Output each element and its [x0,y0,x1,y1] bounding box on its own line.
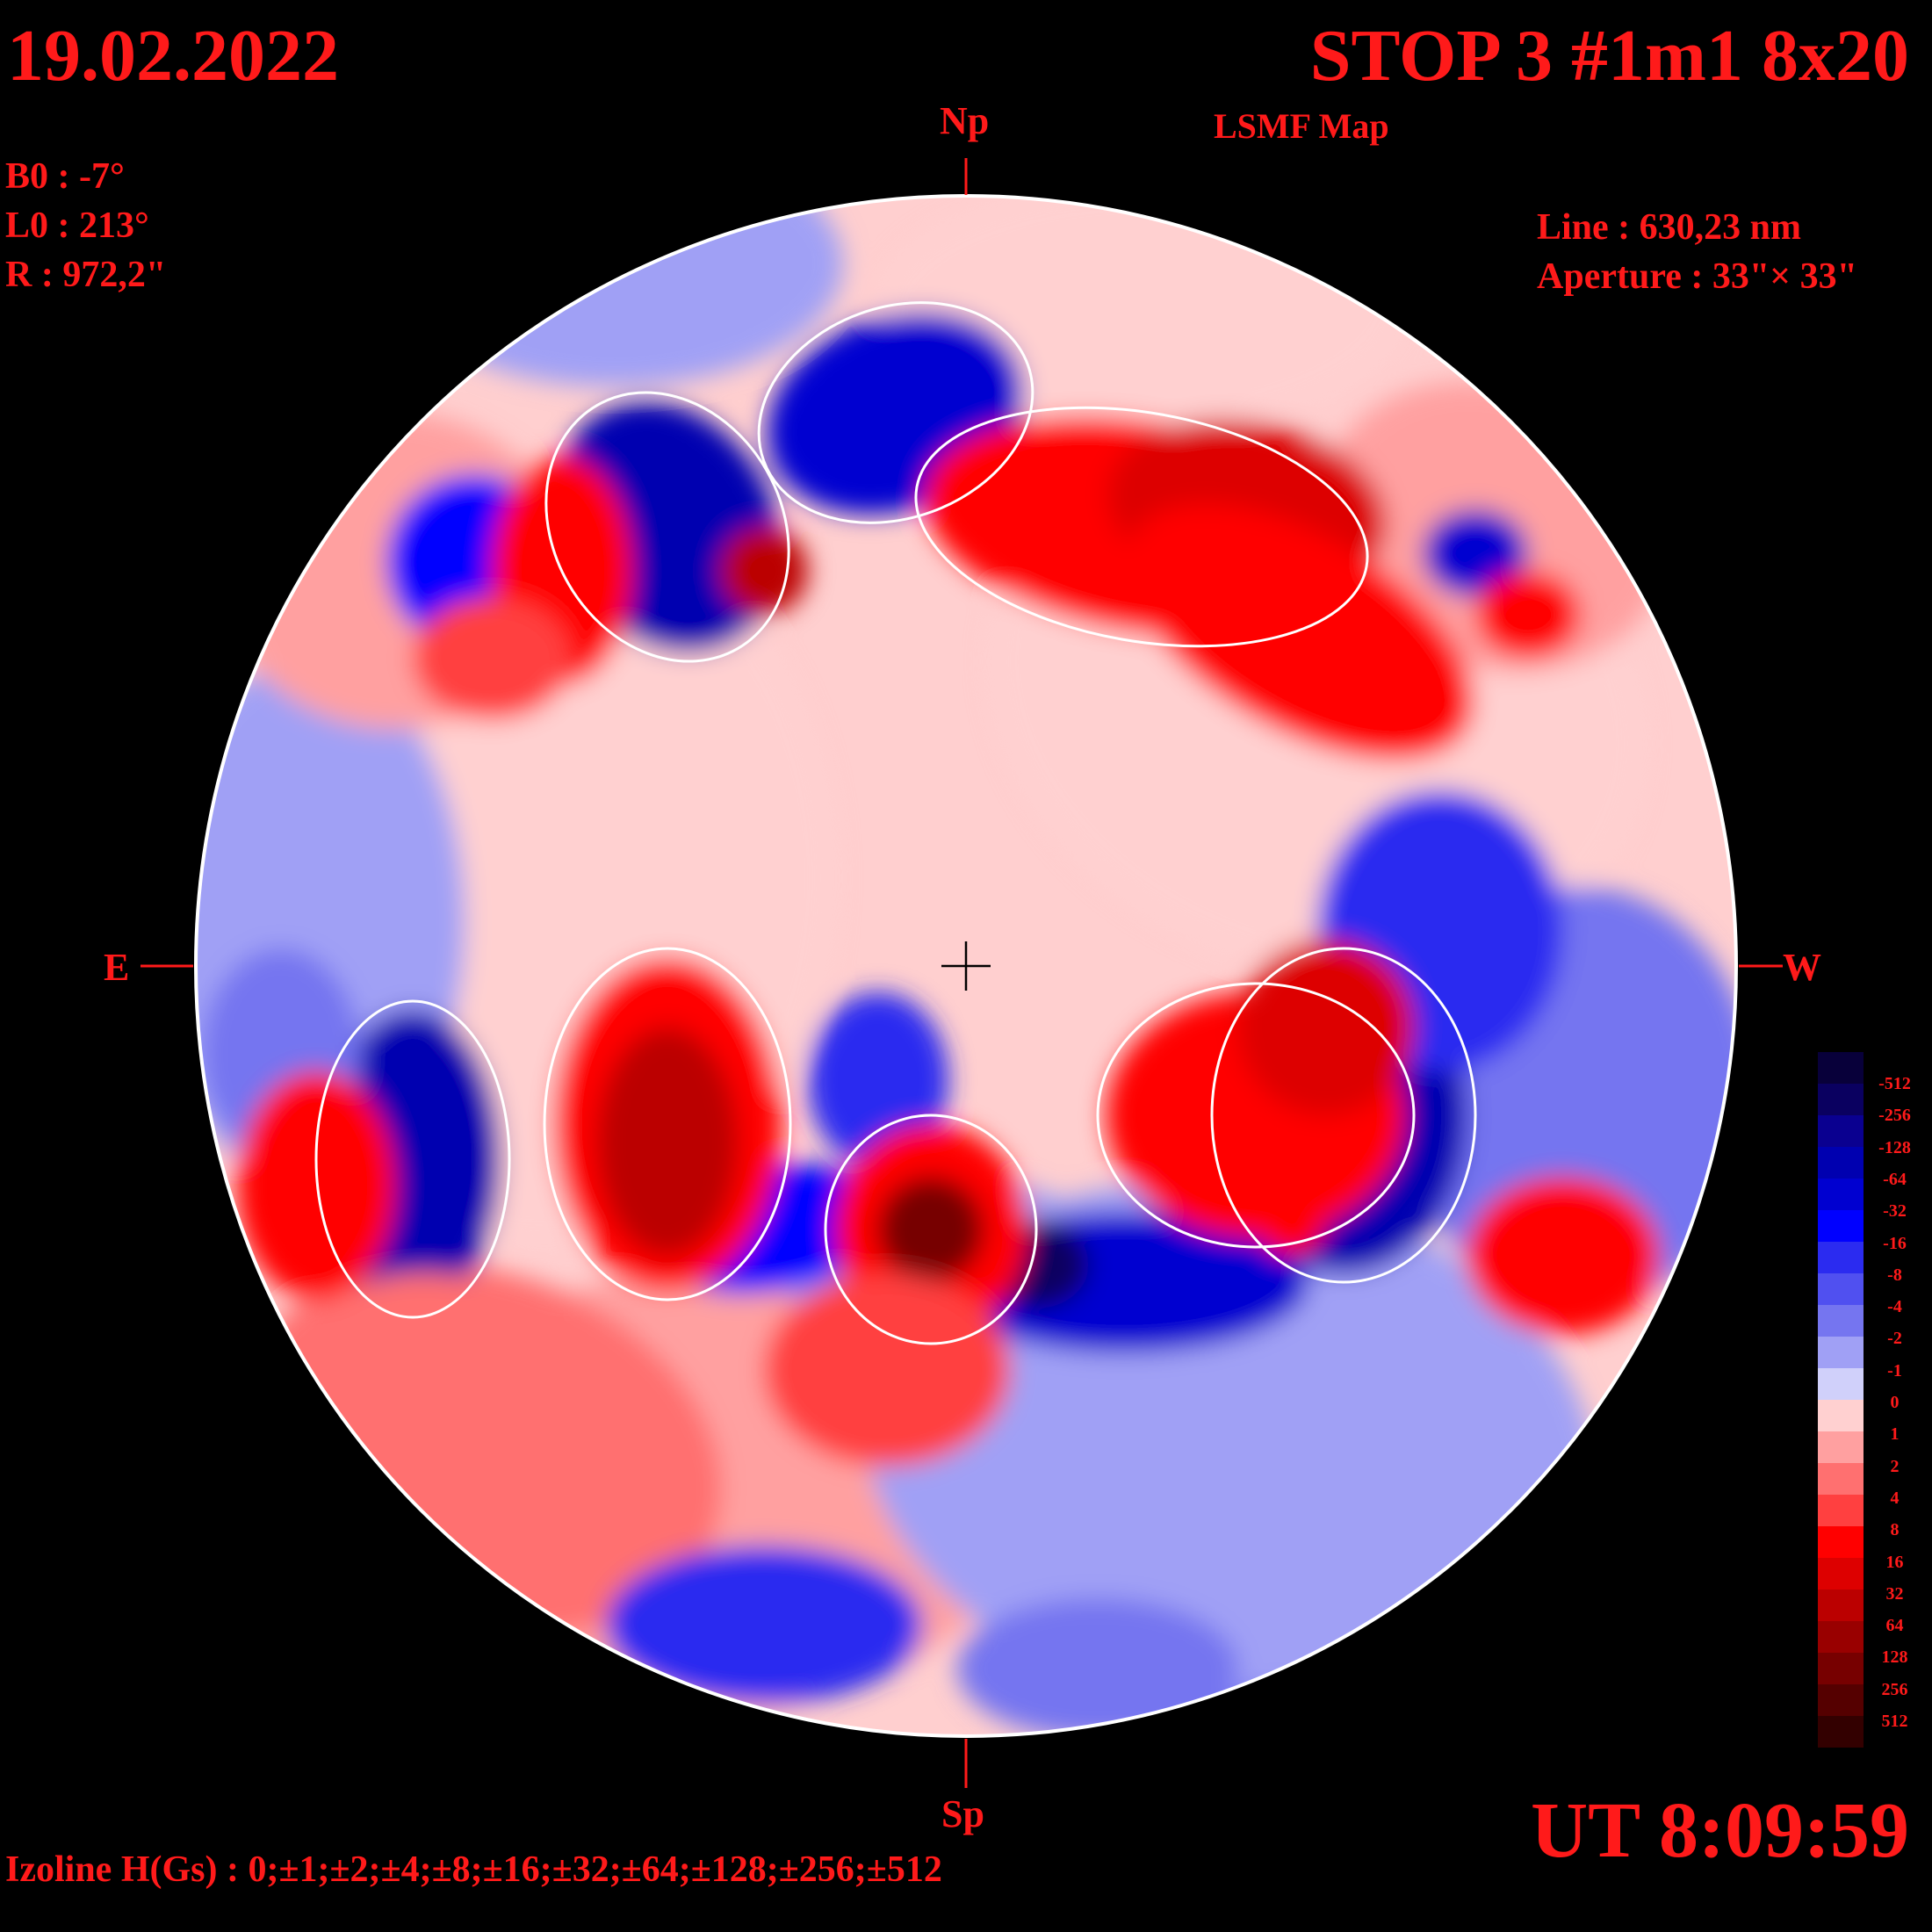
colorbar-segment [1818,1084,1864,1115]
colorbar-label: -1 [1887,1360,1902,1381]
neutral-line [1096,982,1416,1249]
colorbar-segment [1818,1684,1864,1716]
colorbar-segment [1818,1242,1864,1273]
east-label: E [104,946,130,989]
field-region [764,1273,1010,1467]
field-region [808,992,948,1168]
colorbar-segment [1818,1463,1864,1495]
colorbar-segment [1818,1400,1864,1431]
colorbar-label: -128 [1878,1137,1911,1157]
colorbar-label: 32 [1885,1583,1904,1604]
colorbar-label: 128 [1881,1647,1908,1668]
date-label: 19.02.2022 [7,15,339,97]
disk-limb [194,194,1738,1738]
aperture-label: Aperture : 33"× 33" [1537,256,1857,297]
field-region [606,1546,922,1704]
field-region [1467,1177,1660,1335]
colorbar-label: 4 [1890,1488,1900,1508]
colorbar-segment [1818,1305,1864,1337]
map-title: STOP 3 #1m1 8x20 [1309,15,1909,97]
param-r: R : 972,2" [5,255,167,295]
colorbar-segment [1818,1052,1864,1084]
colorbar-segment [1818,1621,1864,1653]
colorbar-label: 64 [1885,1616,1904,1636]
param-l0: L0 : 213° [5,205,149,246]
neutral-line [757,301,1034,524]
colorbar-segment [1818,1273,1864,1305]
field-region [1475,571,1581,659]
neutral-line [914,406,1369,648]
center-crosshair [941,941,991,991]
colorbar-segment [1818,1526,1864,1558]
colorbar-label: -64 [1883,1169,1907,1189]
colorbar [1818,1052,1864,1748]
south-label: Sp [941,1792,984,1835]
colorbar-segment [1818,1210,1864,1242]
colorbar-label: 512 [1881,1712,1908,1731]
colorbar-label: 256 [1881,1679,1908,1699]
colorbar-segment [1818,1495,1864,1526]
field-region [1256,1186,1326,1256]
field-region [878,1177,984,1282]
colorbar-label: 2 [1890,1456,1900,1476]
field-region [597,1027,738,1256]
colorbar-segment [1818,1115,1864,1147]
neutral-line [824,1114,1038,1345]
field-region [237,1071,395,1300]
colorbar-label: 16 [1885,1552,1904,1572]
colorbar-segment [1818,1716,1864,1748]
colorbar-label: -256 [1878,1106,1911,1126]
field-region [413,597,571,720]
colorbar-segment [1818,1147,1864,1179]
field-region [1238,940,1414,1115]
neutral-line [314,999,511,1319]
line-wavelength: Line : 630,23 nm [1537,207,1802,248]
neutral-line [543,947,792,1301]
izoline-legend: Izoline H(Gs) : 0;±1;±2;±4;±8;±16;±32;±6… [5,1849,942,1890]
field-region [1423,509,1528,597]
field-region [386,196,843,386]
north-label: Np [940,99,990,142]
colorbar-segment [1818,1368,1864,1400]
neutral-line [544,391,790,663]
field-region [1125,504,1474,761]
colorbar-segment [1818,1653,1864,1684]
colorbar-label: -512 [1878,1074,1911,1093]
colorbar-segment [1818,1337,1864,1368]
colorbar-label: -8 [1887,1265,1902,1285]
colorbar-segment [1818,1558,1864,1590]
field-region [957,1598,1238,1736]
west-label: W [1783,946,1821,989]
colorbar-label: -32 [1883,1201,1907,1222]
neutral-line [1210,947,1477,1284]
colorbar-label: -4 [1887,1297,1902,1317]
ut-time: UT 8:09:59 [1531,1787,1909,1874]
colorbar-segment [1818,1431,1864,1463]
colorbar-label: 8 [1890,1520,1900,1540]
colorbar-segment [1818,1590,1864,1621]
param-b0: B0 : -7° [5,156,125,197]
map-subtitle: LSMF Map [1214,106,1389,146]
colorbar-label: -2 [1887,1329,1902,1349]
colorbar-label: 1 [1890,1424,1900,1445]
colorbar-label: 0 [1890,1393,1900,1412]
field-region [720,527,808,615]
colorbar-segment [1818,1179,1864,1210]
colorbar-label: -16 [1883,1233,1907,1253]
